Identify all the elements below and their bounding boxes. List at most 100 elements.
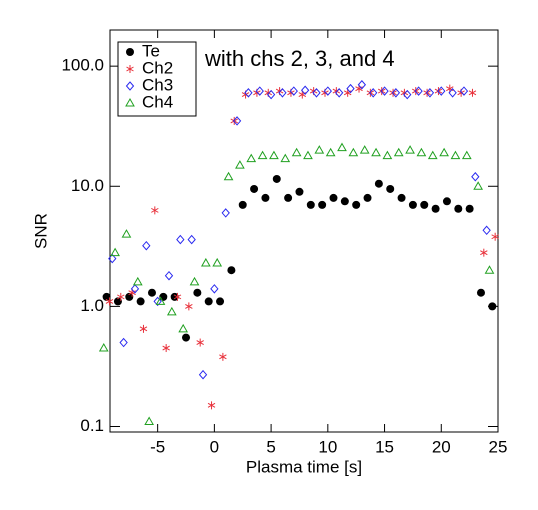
triangle [473, 181, 484, 190]
marker [484, 265, 495, 274]
marker [162, 344, 170, 353]
marker [488, 302, 497, 311]
triangle [212, 257, 223, 267]
triangle [427, 150, 438, 160]
marker [386, 184, 395, 193]
triangle [484, 265, 495, 274]
marker [272, 174, 281, 183]
marker [223, 171, 234, 181]
marker [176, 234, 185, 245]
marker [380, 86, 389, 96]
dot [193, 288, 202, 297]
dot [386, 184, 395, 193]
triangle [166, 306, 177, 316]
dot [284, 193, 293, 202]
marker [448, 88, 457, 98]
dot [442, 197, 451, 206]
x-tick-label: -5 [150, 437, 165, 456]
marker [139, 324, 148, 333]
dot [306, 200, 315, 209]
marker [459, 86, 469, 96]
marker [397, 193, 406, 202]
triangle [121, 229, 132, 238]
x-tick-label: 5 [266, 437, 275, 456]
marker [408, 200, 417, 209]
triangle [314, 145, 325, 154]
marker [414, 86, 423, 96]
asterisk-stroke [173, 294, 182, 300]
triangle [155, 296, 166, 305]
marker [340, 197, 349, 206]
marker [391, 88, 401, 98]
marker [359, 145, 370, 154]
diamond [142, 240, 151, 251]
marker [363, 193, 372, 202]
diamond [300, 85, 310, 96]
marker [450, 150, 461, 160]
marker [235, 160, 245, 169]
triangle [348, 147, 359, 157]
marker [306, 200, 315, 209]
marker [244, 88, 253, 98]
triangle [405, 145, 415, 154]
marker [393, 147, 404, 157]
marker [314, 145, 325, 154]
dot [102, 292, 111, 301]
marker [238, 200, 247, 209]
marker [121, 229, 132, 238]
triangle [439, 147, 449, 157]
marker [105, 297, 114, 306]
marker [173, 292, 182, 301]
marker [166, 306, 177, 316]
marker [232, 116, 242, 126]
marker [371, 147, 381, 157]
marker [170, 292, 179, 301]
marker [185, 302, 193, 311]
dot [272, 174, 281, 183]
diamond [119, 337, 128, 348]
triangle [280, 153, 291, 163]
dot [113, 297, 122, 306]
diamond [289, 86, 298, 96]
marker [130, 284, 140, 294]
diamond [391, 88, 401, 98]
x-tick-label: 15 [375, 437, 394, 456]
asterisk-stroke [241, 92, 250, 98]
diamond [346, 83, 355, 94]
dot [340, 197, 349, 206]
triangle [98, 343, 109, 352]
marker [437, 86, 446, 96]
dot [250, 184, 259, 193]
marker [318, 200, 327, 209]
marker [303, 150, 313, 160]
marker [337, 142, 347, 152]
marker [325, 147, 336, 157]
asterisk-stroke [253, 90, 261, 96]
marker [454, 204, 463, 213]
marker [480, 248, 488, 257]
marker [280, 153, 291, 163]
diamond [153, 296, 162, 307]
marker [346, 83, 355, 94]
annotation: with chs 2, 3, and 4 [204, 46, 395, 71]
dot [408, 200, 417, 209]
x-tick-label: 25 [489, 437, 508, 456]
marker [278, 88, 287, 98]
marker [210, 284, 219, 294]
dot [374, 179, 383, 188]
dot [318, 200, 327, 209]
marker [98, 343, 109, 352]
diamond [221, 208, 230, 218]
marker [219, 352, 227, 361]
marker [323, 86, 332, 96]
asterisk-stroke [287, 90, 295, 96]
marker [289, 86, 298, 96]
marker [369, 88, 378, 98]
marker [357, 80, 367, 90]
marker [491, 232, 499, 241]
dot [352, 200, 361, 209]
marker [284, 193, 293, 202]
marker [269, 150, 279, 160]
marker [352, 200, 361, 209]
